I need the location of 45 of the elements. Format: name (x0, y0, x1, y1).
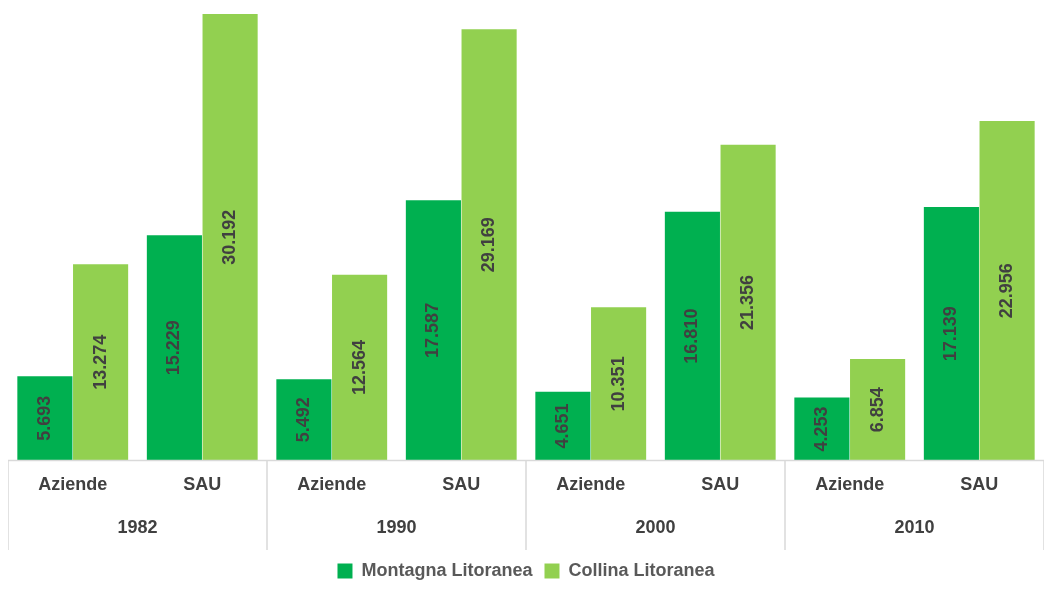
bar (202, 14, 258, 461)
data-label: 5.693 (33, 395, 54, 441)
data-label: 10.351 (607, 356, 628, 412)
data-label: 15.229 (163, 320, 184, 376)
bar (850, 359, 906, 461)
text: 2010 (894, 516, 935, 537)
data-label: 22.956 (996, 263, 1017, 319)
text: 1990 (376, 516, 417, 537)
data-label: 5.492 (292, 397, 313, 443)
x-tick-label: SAU (960, 474, 999, 495)
bar (332, 274, 388, 461)
bar (17, 376, 73, 461)
bar (461, 29, 517, 461)
data-label: 30.192 (219, 209, 240, 265)
x-tick-label: SAU (183, 474, 222, 495)
legend-label: Collina Litoranea (568, 559, 716, 580)
text: 2000 (635, 516, 676, 537)
x-tick-label: Aziende (815, 474, 885, 495)
data-label: 21.356 (737, 274, 758, 331)
data-label: 4.253 (810, 406, 831, 452)
data-label: 16.810 (681, 308, 702, 364)
legend-label: Montagna Litoranea (361, 559, 534, 580)
bar (664, 211, 720, 461)
bar (535, 391, 591, 461)
data-label: 13.274 (89, 334, 110, 390)
data-label: 6.854 (866, 387, 887, 433)
x-tick-label: SAU (442, 474, 481, 495)
bar (146, 235, 202, 461)
bar (923, 206, 979, 461)
bar (720, 144, 776, 461)
bar (979, 120, 1035, 461)
bar (405, 200, 461, 461)
x-tick-label: Aziende (297, 474, 367, 495)
data-label: 4.651 (551, 403, 572, 449)
data-label: 17.587 (422, 302, 443, 358)
bar (276, 379, 332, 461)
x-tick-label: SAU (701, 474, 740, 495)
text: 1982 (117, 516, 158, 537)
data-label: 29.169 (478, 217, 499, 273)
x-tick-label: Aziende (38, 474, 108, 495)
data-label: 12.564 (348, 339, 369, 396)
x-tick-label: Aziende (556, 474, 626, 495)
bar (73, 264, 129, 461)
bar (591, 307, 647, 461)
data-label: 17.139 (940, 306, 961, 362)
